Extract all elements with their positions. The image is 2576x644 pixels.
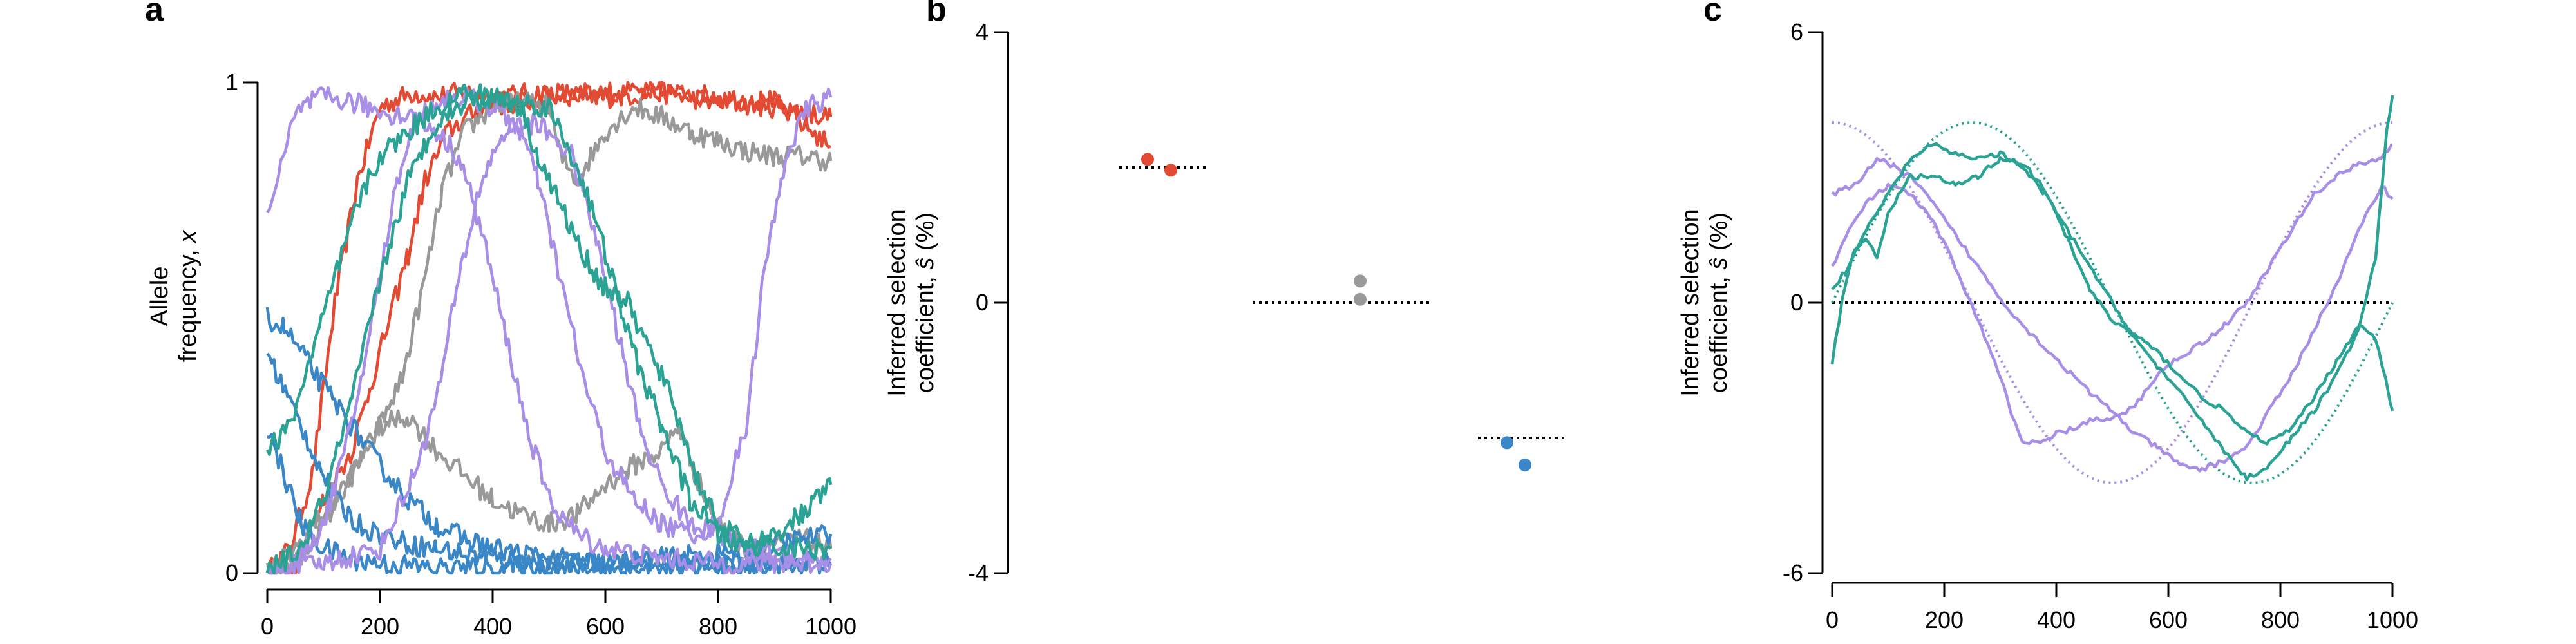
panel-a-x-tick-label: 200 (361, 613, 399, 639)
panel-b-y-tick-label: 0 (976, 289, 989, 316)
panel-b-y-axis-label: Inferred selection coefficient, ŝ (%) (884, 209, 939, 397)
panel-a-x-tick-label: 800 (699, 613, 737, 639)
panel-a: a Allele frequency, x 0 1 0 200 400 600 800 100… (145, 0, 857, 639)
panel-b-point-gray-0 (1354, 274, 1367, 288)
panel-a-trajectory-teal-10 (265, 83, 833, 556)
panel-c-x-tick-label: 200 (1925, 607, 1964, 633)
panel-a-ylabel-line1: Allele (146, 267, 173, 327)
panel-a-x-tick-label: 600 (586, 613, 625, 639)
panel-a-series-group (265, 80, 833, 575)
panel-a-x-tick-label: 0 (261, 613, 274, 639)
panel-c-axes: -6 0 6 0 200 400 600 800 1000 (1783, 19, 2418, 633)
panel-a-trajectory-purple-7 (266, 86, 833, 575)
panel-b-point-red-0 (1141, 153, 1154, 166)
panel-a-trajectory-gray-2 (265, 91, 833, 575)
panel-a-y-tick-label: 1 (225, 69, 238, 95)
panel-c-ylabel-line1: Inferred selection (1677, 209, 1704, 397)
panel-b: b Inferred selection coefficient, ŝ (%) … (884, 0, 1565, 586)
panel-c-y-tick-label: 0 (1790, 289, 1803, 316)
panel-a-label: a (145, 0, 164, 28)
panel-c-x-tick-label: 400 (2037, 607, 2076, 633)
panel-a-y-tick-label: 0 (225, 560, 238, 586)
panel-a-trajectory-purple-9 (266, 112, 832, 575)
panel-c-y-tick-label: 6 (1790, 19, 1803, 45)
panel-b-label: b (926, 0, 947, 28)
panel-a-y-axis-label: Allele frequency, x (146, 229, 202, 362)
panel-b-axes: -4 0 4 (968, 19, 1009, 586)
panel-c-x-tick-label: 800 (2261, 607, 2300, 633)
panel-c-ylabel-line2: coefficient, ŝ (%) (1705, 213, 1732, 393)
panel-c-series-group (1830, 95, 2394, 485)
panel-c-ylabel-unit: (%) (1705, 213, 1732, 258)
panel-a-ylabel-prefix: frequency, (175, 243, 202, 362)
panel-b-y-tick-label: 4 (976, 19, 989, 45)
panel-b-point-red-1 (1164, 164, 1177, 177)
panel-c-inferred-teal-2 (1830, 156, 2394, 446)
panel-a-x-tick-label: 1000 (805, 613, 857, 639)
panel-b-point-blue-0 (1501, 436, 1513, 450)
panel-a-trajectory-red-0 (265, 80, 833, 575)
panel-a-trajectory-red-1 (265, 80, 831, 575)
panel-b-point-blue-1 (1519, 459, 1531, 471)
panel-b-y-tick-label: -4 (968, 560, 989, 586)
panel-b-ylabel-line1: Inferred selection (884, 209, 911, 397)
panel-c-inferred-purple-0 (1831, 143, 2393, 445)
panel-a-x-tick-label: 400 (473, 613, 512, 639)
panel-a-trajectory-teal-11 (265, 87, 832, 575)
panel-c-label: c (1703, 0, 1722, 28)
panel-a-ylabel-line2: frequency, x (175, 229, 202, 362)
panel-b-marks-group (1119, 153, 1565, 471)
panel-a-axes: 0 1 0 200 400 600 800 1000 (225, 69, 857, 639)
panel-b-ylabel-unit: (%) (912, 213, 939, 258)
panel-c-x-tick-label: 1000 (2367, 607, 2418, 633)
panel-a-trajectory-blue-4 (265, 307, 832, 575)
panel-c-x-tick-label: 600 (2149, 607, 2188, 633)
panel-c-y-axis-label: Inferred selection coefficient, ŝ (%) (1677, 209, 1732, 397)
panel-b-ylabel-line2: coefficient, ŝ (%) (912, 213, 939, 393)
panel-a-ylabel-variable: x (175, 229, 202, 244)
panel-c-ylabel-prefix: coefficient, (1705, 270, 1732, 393)
panel-c-y-tick-label: -6 (1783, 560, 1803, 586)
panel-c-inferred-purple-1 (1831, 156, 2394, 473)
panel-b-ylabel-variable: ŝ (912, 258, 939, 270)
panel-c-x-tick-label: 0 (1826, 607, 1839, 633)
panel-a-trajectory-purple-8 (265, 86, 833, 575)
panel-c-inferred-teal-3 (1831, 95, 2394, 482)
panel-c-ylabel-variable: ŝ (1705, 258, 1732, 270)
panel-b-point-gray-1 (1354, 292, 1367, 306)
panel-c: c Inferred selection coefficient, ŝ (%) … (1677, 0, 2418, 633)
panel-b-ylabel-prefix: coefficient, (912, 270, 939, 393)
